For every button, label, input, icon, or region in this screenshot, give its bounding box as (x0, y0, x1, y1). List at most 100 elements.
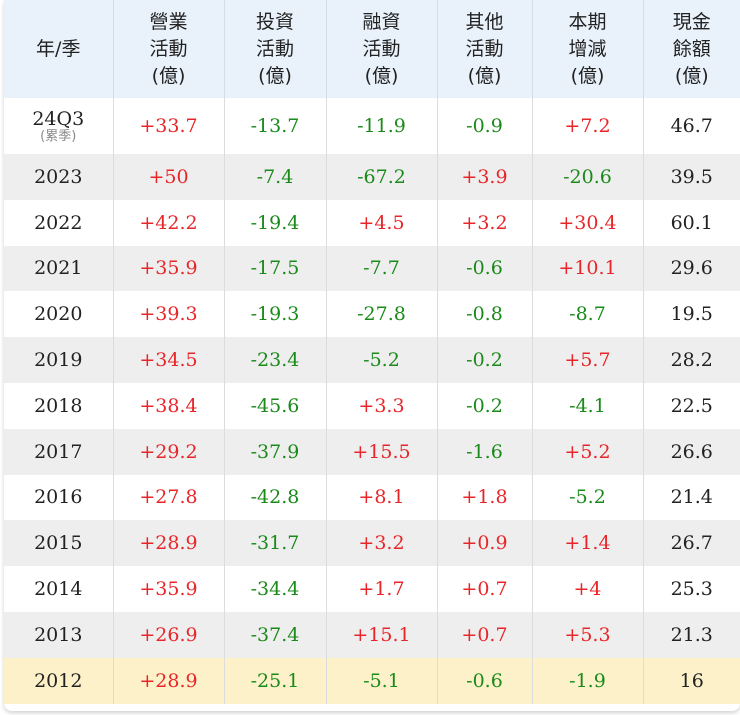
value-cell: +30.4 (532, 199, 644, 246)
table-row: 2015 +28.9 -31.7 +3.2 +0.9 +1.4 26.7 (4, 520, 740, 567)
column-header-line: 投資 (255, 10, 294, 33)
value-cell: -20.6 (532, 154, 644, 200)
value-cell: -27.8 (326, 291, 438, 338)
column-header-line: 活動 (465, 37, 504, 60)
value-cell: +50 (113, 154, 225, 200)
value-cell: +35.9 (113, 566, 225, 612)
value-cell: +27.8 (113, 474, 225, 521)
period-cell: 2015 (4, 520, 114, 567)
table-row: 2013 +26.9 -37.4 +15.1 +0.7 +5.3 21.3 (4, 611, 740, 658)
value-cell: +5.3 (532, 611, 644, 658)
period-label: 2021 (34, 257, 83, 280)
period-cell: 2018 (4, 382, 114, 429)
value-cell: 46.7 (670, 115, 713, 137)
value-cell: +33.7 (113, 98, 225, 154)
column-header-line: 餘額 (672, 37, 711, 60)
value-cell: +10.1 (532, 245, 644, 292)
period-cell: 2019 (4, 337, 114, 383)
period-cell: 2016 (4, 474, 114, 521)
value-cell: -5.1 (326, 657, 438, 704)
column-header-2: 投資活動 (億) (224, 0, 327, 98)
period-cell: 2023 (4, 154, 114, 200)
value-cell: +15.1 (326, 611, 438, 658)
value-cell: +0.7 (437, 611, 533, 658)
table-row: 2012 +28.9 -25.1 -5.1 -0.6 -1.9 16 (4, 657, 740, 704)
column-header-line: (億) (570, 64, 605, 87)
column-header-line: 融資 (362, 10, 401, 33)
column-header-5: 本期增減 (億) (532, 0, 644, 98)
value-cell: +29.2 (113, 428, 225, 475)
column-header-line: 現金 (672, 10, 711, 33)
value-cell: -19.3 (224, 291, 327, 338)
period-label: 2014 (34, 578, 83, 601)
value-cell: +28.9 (113, 657, 225, 704)
value-cell: 21.4 (670, 486, 713, 509)
period-label: 2017 (34, 440, 83, 463)
value-cell: -0.9 (437, 98, 533, 154)
value-cell: +1.8 (437, 474, 533, 521)
value-cell: 22.5 (670, 394, 713, 417)
value-cell: +3.2 (437, 199, 533, 246)
period-label: 2020 (34, 303, 83, 326)
value-cell: +0.9 (437, 520, 533, 567)
value-cell: +1.7 (326, 566, 438, 612)
table-row: 2023 +50 -7.4 -67.2 +3.9 -20.6 39.5 (4, 154, 740, 200)
column-header-line: (億) (674, 64, 709, 87)
table-row: 2022 +42.2 -19.4 +4.5 +3.2 +30.4 60.1 (4, 199, 740, 246)
value-cell: -25.1 (224, 657, 327, 704)
table-row: 2019 +34.5 -23.4 -5.2 -0.2 +5.7 28.2 (4, 337, 740, 383)
period-label: 2015 (34, 532, 83, 555)
column-header-line: 增減 (568, 37, 607, 60)
value-cell: 60.1 (670, 211, 713, 234)
value-cell: +35.9 (113, 245, 225, 292)
column-header-line: 活動 (255, 37, 294, 60)
value-cell: 26.6 (670, 440, 713, 463)
value-cell: +26.9 (113, 611, 225, 658)
column-header-line: 本期 (568, 10, 607, 33)
column-header-line: 活動 (149, 37, 188, 60)
column-header-4: 其他 活動 (億) (437, 0, 533, 98)
period-cell: 2020 (4, 291, 114, 338)
column-header-6: 現金餘額 (億) (643, 0, 740, 98)
value-cell: -7.4 (224, 154, 327, 200)
value-cell: -4.1 (532, 382, 644, 429)
period-label: 2012 (34, 669, 83, 692)
column-header-line: (億) (364, 64, 399, 87)
value-cell: -11.9 (326, 98, 438, 154)
value-cell: +0.7 (437, 566, 533, 612)
value-cell: +42.2 (113, 199, 225, 246)
table-row: 24Q3 (累季) +33.7 -13.7 -11.9 -0.9 +7.2 46.7 (4, 98, 740, 154)
value-cell: +3.3 (326, 382, 438, 429)
table-row: 2020 +39.3 -19.3 -27.8 -0.8 -8.7 19.5 (4, 291, 740, 338)
column-header-line: (億) (258, 64, 292, 87)
value-cell: 39.5 (670, 165, 713, 188)
period-label: 2018 (34, 394, 83, 417)
period-label: 2016 (34, 486, 83, 509)
column-header-line: 其他 (465, 10, 504, 33)
table-header-row: 年/季 營業 活動 (億) 投資 活動 (億) 融資 活動 (億) 其他 活動 (億) 本期 增減 (億) 現金… (4, 0, 740, 98)
value-cell: -67.2 (326, 154, 438, 200)
period-label: 2019 (34, 349, 83, 372)
value-cell: +7.2 (532, 98, 644, 154)
value-cell: 28.2 (670, 349, 713, 372)
period-cell: 2014 (4, 566, 114, 612)
value-cell: -5.2 (532, 474, 644, 521)
table-row: 2014 +35.9 -34.4 +1.7 +0.7 +4 25.3 (4, 566, 740, 612)
period-cell: 2021 (4, 245, 114, 292)
value-cell: +5.2 (532, 428, 644, 475)
value-cell: +39.3 (113, 291, 225, 338)
value-cell: -13.7 (224, 98, 327, 154)
value-cell: +3.2 (326, 520, 438, 567)
column-header-line: 營業 (149, 10, 188, 33)
value-cell: -0.8 (437, 291, 533, 338)
period-cell: 2013 (4, 611, 114, 658)
value-cell: -45.6 (224, 382, 327, 429)
value-cell: +15.5 (326, 428, 438, 475)
cash-flow-table-card: 年/季 營業 活動 (億) 投資 活動 (億) 融資 活動 (億) 其他 活動 (億) 本期 增減 (億) 現金… (4, 0, 740, 711)
value-cell: 26.7 (670, 532, 713, 555)
period-cell: 2022 (4, 199, 114, 246)
period-label: 2023 (34, 165, 83, 188)
value-cell: +34.5 (113, 337, 225, 383)
value-cell: -5.2 (326, 337, 438, 383)
value-cell: -0.6 (437, 657, 533, 704)
